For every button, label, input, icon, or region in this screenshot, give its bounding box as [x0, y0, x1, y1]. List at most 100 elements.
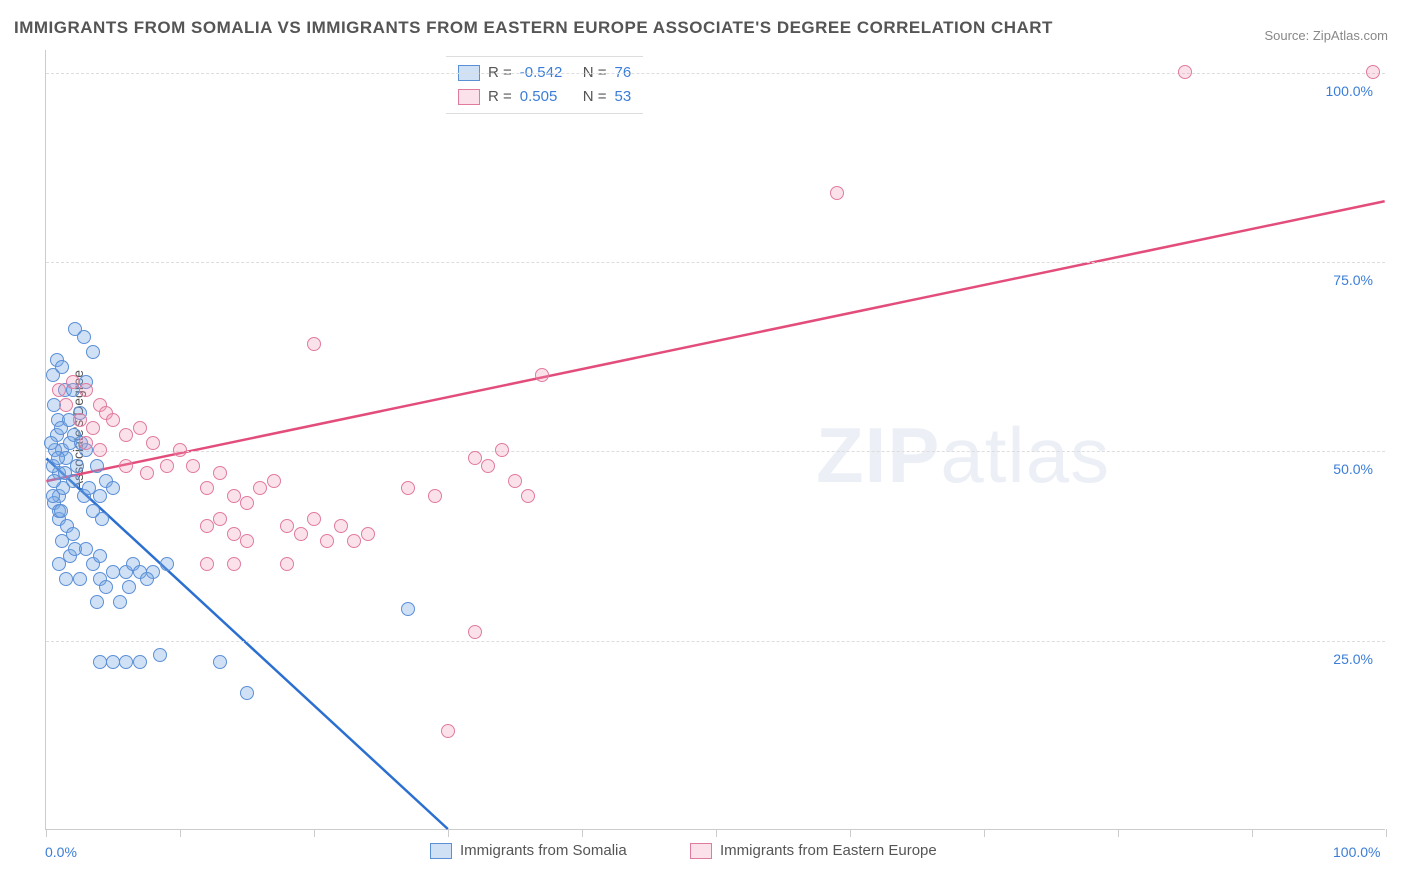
scatter-point [428, 489, 442, 503]
scatter-point [146, 436, 160, 450]
x-tick [448, 829, 449, 837]
scatter-point [93, 443, 107, 457]
scatter-point [44, 436, 58, 450]
legend-series-label: Immigrants from Eastern Europe [720, 842, 937, 859]
scatter-point [99, 580, 113, 594]
scatter-point [93, 655, 107, 669]
scatter-point [113, 595, 127, 609]
scatter-point [401, 481, 415, 495]
scatter-point [227, 527, 241, 541]
legend-row: R = 0.505 N = 53 [458, 85, 631, 109]
scatter-point [240, 686, 254, 700]
scatter-point [52, 557, 66, 571]
scatter-point [133, 655, 147, 669]
x-tick [1118, 829, 1119, 837]
scatter-point [240, 534, 254, 548]
scatter-point [90, 595, 104, 609]
scatter-point [73, 413, 87, 427]
gridline-horizontal [46, 641, 1385, 642]
scatter-point [307, 337, 321, 351]
y-tick-label: 50.0% [1333, 461, 1373, 477]
scatter-point [347, 534, 361, 548]
scatter-point [51, 451, 65, 465]
scatter-point [334, 519, 348, 533]
legend-n-value: 53 [615, 85, 632, 109]
scatter-point [86, 345, 100, 359]
scatter-point [70, 459, 84, 473]
legend-swatch [458, 89, 480, 105]
scatter-point [468, 451, 482, 465]
scatter-point [160, 459, 174, 473]
x-tick [1252, 829, 1253, 837]
legend-series-label: Immigrants from Somalia [460, 842, 627, 859]
scatter-point [213, 655, 227, 669]
scatter-point [521, 489, 535, 503]
legend-bottom-item: Immigrants from Somalia [430, 842, 627, 859]
scatter-point [280, 519, 294, 533]
scatter-point [77, 330, 91, 344]
scatter-point [213, 512, 227, 526]
scatter-point [361, 527, 375, 541]
scatter-point [294, 527, 308, 541]
x-tick [314, 829, 315, 837]
scatter-point [86, 421, 100, 435]
legend-r-value: 0.505 [520, 85, 575, 109]
scatter-point [186, 459, 200, 473]
x-tick [716, 829, 717, 837]
scatter-point [1366, 65, 1380, 79]
scatter-point [1178, 65, 1192, 79]
scatter-point [106, 655, 120, 669]
scatter-point [441, 724, 455, 738]
scatter-point [307, 512, 321, 526]
scatter-point [93, 549, 107, 563]
scatter-point [200, 519, 214, 533]
legend-n-label: N = [583, 85, 607, 109]
legend-r-label: R = [488, 85, 512, 109]
scatter-point [79, 436, 93, 450]
legend-swatch [690, 843, 712, 859]
y-tick-label: 75.0% [1333, 272, 1373, 288]
scatter-point [73, 572, 87, 586]
scatter-point [481, 459, 495, 473]
scatter-point [90, 459, 104, 473]
scatter-point [106, 413, 120, 427]
legend-bottom-item: Immigrants from Eastern Europe [690, 842, 937, 859]
scatter-point [55, 360, 69, 374]
scatter-point [106, 565, 120, 579]
scatter-point [200, 557, 214, 571]
scatter-point [160, 557, 174, 571]
scatter-point [133, 421, 147, 435]
y-tick-label: 25.0% [1333, 651, 1373, 667]
scatter-point [153, 648, 167, 662]
watermark-atlas: atlas [940, 411, 1110, 499]
x-tick-label-min: 0.0% [45, 844, 77, 860]
scatter-point [119, 428, 133, 442]
scatter-point [66, 527, 80, 541]
scatter-point [280, 557, 294, 571]
x-tick-label-max: 100.0% [1333, 844, 1380, 860]
scatter-point [95, 512, 109, 526]
chart-title: IMMIGRANTS FROM SOMALIA VS IMMIGRANTS FR… [14, 18, 1053, 38]
correlation-legend: R =-0.542N =76R =0.505N =53 [446, 56, 643, 114]
scatter-point [227, 489, 241, 503]
scatter-point [122, 580, 136, 594]
scatter-point [495, 443, 509, 457]
scatter-point [119, 655, 133, 669]
scatter-point [200, 481, 214, 495]
scatter-point [79, 383, 93, 397]
scatter-point [140, 572, 154, 586]
scatter-point [508, 474, 522, 488]
scatter-point [401, 602, 415, 616]
scatter-point [267, 474, 281, 488]
x-tick [850, 829, 851, 837]
scatter-point [253, 481, 267, 495]
x-tick [1386, 829, 1387, 837]
scatter-point [830, 186, 844, 200]
scatter-point [240, 496, 254, 510]
watermark: ZIPatlas [816, 410, 1110, 501]
scatter-point [173, 443, 187, 457]
scatter-point [227, 557, 241, 571]
scatter-point [46, 489, 60, 503]
scatter-point [66, 375, 80, 389]
scatter-point [52, 383, 66, 397]
